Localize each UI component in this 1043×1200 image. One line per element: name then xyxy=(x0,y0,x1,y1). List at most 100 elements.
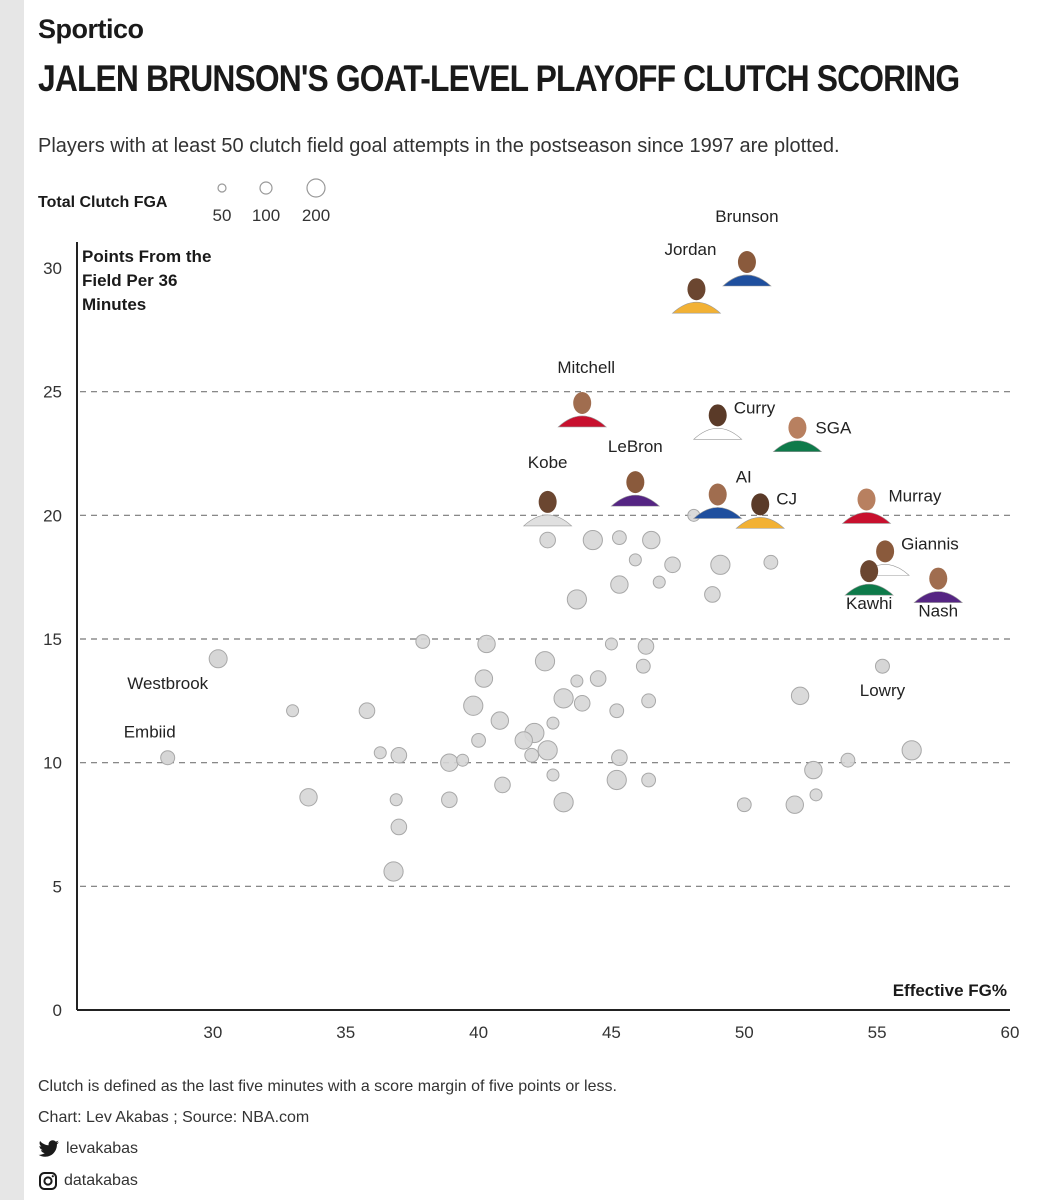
y-tick-label: 30 xyxy=(43,259,62,278)
player-bubble xyxy=(790,686,810,706)
x-tick-label: 55 xyxy=(868,1023,887,1042)
player-label: AI xyxy=(736,467,752,486)
player-headshot-kawhi xyxy=(844,560,894,596)
player-bubble xyxy=(546,716,560,730)
player-bubble xyxy=(390,818,408,836)
x-axis-label: Effective FG% xyxy=(893,981,1007,1000)
player-bubble xyxy=(358,702,376,720)
player-label: Embiid xyxy=(124,723,176,742)
player-bubble xyxy=(611,749,628,767)
player-bubble xyxy=(589,670,607,687)
player-bubble xyxy=(604,637,618,651)
player-bubble xyxy=(570,674,584,688)
legend-size-label: 50 xyxy=(213,206,232,225)
player-bubble xyxy=(383,861,404,882)
player-label: Kawhi xyxy=(846,594,892,613)
x-tick-label: 50 xyxy=(735,1023,754,1042)
left-margin-strip xyxy=(0,0,24,1200)
player-label: LeBron xyxy=(608,437,663,456)
player-bubble xyxy=(582,529,603,551)
y-tick-label: 25 xyxy=(43,383,62,402)
player-label: Mitchell xyxy=(557,358,615,377)
y-tick-label: 20 xyxy=(43,506,62,525)
player-bubble xyxy=(456,753,470,767)
player-bubble xyxy=(553,792,574,813)
player-bubble xyxy=(652,575,666,589)
player-bubble xyxy=(537,740,558,761)
x-tick-label: 40 xyxy=(469,1023,488,1042)
player-headshot-brunson xyxy=(722,251,772,287)
instagram-handle[interactable]: datakabas xyxy=(38,1171,138,1191)
player-bubble xyxy=(641,772,657,788)
player-bubble xyxy=(612,530,627,545)
player-bubble xyxy=(539,531,556,549)
y-axis-label: Points From the Field Per 36 Minutes xyxy=(82,247,211,314)
player-bubble xyxy=(389,793,403,807)
player-bubble xyxy=(494,776,511,794)
player-bubble xyxy=(901,740,922,761)
player-label: Curry xyxy=(734,398,776,417)
player-bubble xyxy=(373,746,387,760)
player-bubble xyxy=(628,553,642,567)
twitter-handle[interactable]: levakabas xyxy=(38,1140,138,1158)
legend-size-circle xyxy=(217,183,227,193)
legend-size-label: 100 xyxy=(252,206,280,225)
player-label: SGA xyxy=(815,419,852,438)
player-label: Jordan xyxy=(664,240,716,259)
player-bubble xyxy=(804,760,823,780)
player-headshot-lebron xyxy=(610,471,661,507)
chart-subtitle: Players with at least 50 clutch field go… xyxy=(38,135,840,157)
player-bubble xyxy=(566,589,587,610)
player-bubble xyxy=(524,747,540,763)
player-label: Murray xyxy=(889,486,942,505)
player-headshot-curry xyxy=(692,404,743,440)
player-label: Giannis xyxy=(901,534,959,553)
player-bubble xyxy=(610,575,629,594)
player-headshot-mitchell xyxy=(557,391,607,428)
player-bubble xyxy=(299,788,318,807)
legend-size-circle xyxy=(259,181,273,195)
player-label: Kobe xyxy=(528,453,568,472)
legend-size-circle xyxy=(306,178,326,198)
footer-credit: Chart: Lev Akabas ; Source: NBA.com xyxy=(38,1109,310,1126)
player-headshot-cj xyxy=(735,493,786,529)
player-bubble xyxy=(606,769,627,791)
player-label: Lowry xyxy=(860,681,906,700)
player-bubble xyxy=(809,788,823,802)
player-bubble xyxy=(463,695,484,716)
player-headshot-jordan xyxy=(671,278,722,314)
y-tick-label: 15 xyxy=(43,630,62,649)
player-bubble xyxy=(609,703,625,719)
player-bubble xyxy=(553,688,574,709)
twitter-bird-icon xyxy=(38,1140,59,1157)
player-bubble-lowry xyxy=(874,658,890,674)
instagram-handle-text: datakabas xyxy=(64,1172,138,1189)
player-bubble xyxy=(736,797,752,813)
player-bubble xyxy=(664,556,681,574)
player-headshot-ai xyxy=(692,483,743,519)
player-bubble xyxy=(785,795,804,814)
player-bubble xyxy=(286,704,300,718)
player-label: CJ xyxy=(776,489,797,508)
player-bubble xyxy=(642,530,661,550)
twitter-handle-text: levakabas xyxy=(66,1140,139,1157)
player-headshot-sga xyxy=(772,416,823,453)
player-label: Nash xyxy=(918,602,958,621)
player-headshot-kobe xyxy=(522,490,573,527)
player-bubble xyxy=(477,634,496,654)
x-tick-label: 35 xyxy=(336,1023,355,1042)
x-tick-label: 30 xyxy=(203,1023,222,1042)
player-bubble xyxy=(440,753,459,772)
player-bubble xyxy=(514,731,533,750)
player-bubble xyxy=(471,733,486,748)
player-bubble xyxy=(710,554,731,575)
legend-title: Total Clutch FGA xyxy=(38,194,168,211)
player-bubble-embiid xyxy=(160,750,176,766)
player-label: Brunson xyxy=(715,207,778,226)
instagram-icon xyxy=(39,1172,57,1190)
x-tick-label: 45 xyxy=(602,1023,621,1042)
player-bubble xyxy=(474,669,494,688)
player-bubble xyxy=(390,746,408,764)
y-tick-label: 5 xyxy=(53,877,62,896)
